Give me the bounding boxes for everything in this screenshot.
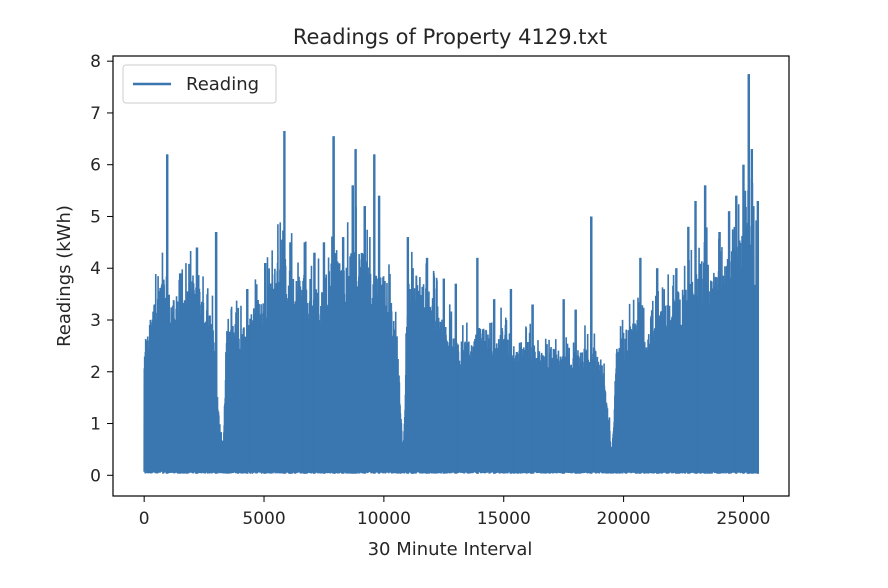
x-tick-label: 10000 [357, 509, 411, 529]
y-tick-label: 4 [90, 259, 101, 279]
y-axis-label: Readings (kWh) [54, 205, 75, 347]
y-tick-label: 8 [90, 52, 101, 72]
x-tick-label: 0 [139, 509, 150, 529]
x-axis-label: 30 Minute Interval [368, 539, 533, 560]
y-tick-label: 7 [90, 104, 101, 124]
y-tick-label: 1 [90, 415, 101, 435]
chart-title: Readings of Property 4129.txt [293, 25, 607, 49]
y-tick-label: 3 [90, 311, 101, 331]
legend: Reading [122, 64, 277, 104]
legend-box [122, 64, 277, 104]
x-tick-label: 15000 [477, 509, 531, 529]
x-tick-label: 5000 [242, 509, 285, 529]
plot-area [143, 74, 760, 474]
y-tick-label: 6 [90, 156, 101, 176]
y-tick-label: 2 [90, 363, 101, 383]
legend-label-reading: Reading [186, 74, 259, 95]
x-axis-ticks: 0 5000 10000 15000 20000 25000 [139, 496, 771, 529]
axes-frame [112, 55, 790, 497]
x-tick-label: 25000 [716, 509, 770, 529]
series-line-reading [143, 74, 759, 474]
y-tick-label: 0 [90, 466, 101, 486]
y-axis-ticks: 0 1 2 3 4 5 6 7 8 [90, 52, 113, 486]
y-tick-label: 5 [90, 207, 101, 227]
x-tick-label: 20000 [597, 509, 651, 529]
